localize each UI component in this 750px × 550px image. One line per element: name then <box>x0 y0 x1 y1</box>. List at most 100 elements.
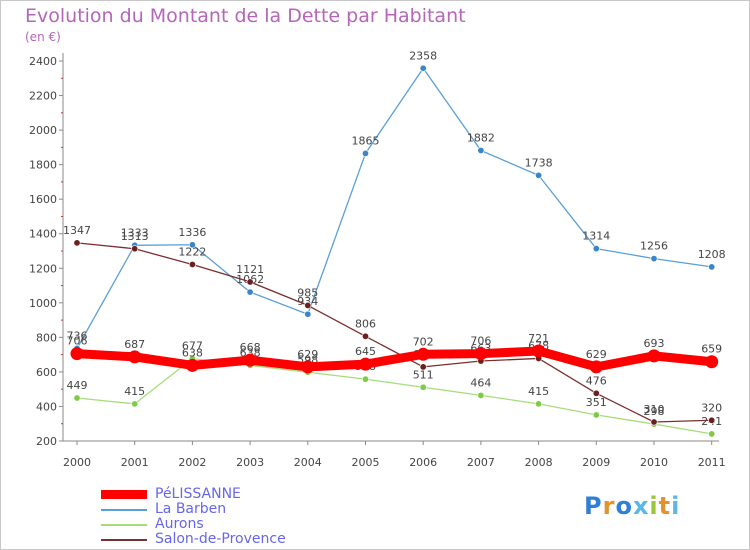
data-point <box>592 389 600 397</box>
data-point <box>705 355 719 369</box>
data-label: 449 <box>67 379 88 392</box>
data-label: 1314 <box>582 230 610 243</box>
data-point <box>304 310 312 318</box>
y-tick-label: 1600 <box>29 193 57 206</box>
chart-unit: (en €) <box>25 30 61 44</box>
data-label: 638 <box>182 346 203 359</box>
data-label: 415 <box>124 385 145 398</box>
data-label: 677 <box>182 340 203 353</box>
data-label: 934 <box>297 295 318 308</box>
data-label: 415 <box>528 385 549 398</box>
legend-swatch <box>101 509 147 511</box>
x-tick-label: 2004 <box>294 456 322 469</box>
data-point <box>477 146 485 154</box>
x-tick-label: 2006 <box>409 456 437 469</box>
data-label: 1347 <box>63 224 91 237</box>
data-label: 298 <box>644 405 665 418</box>
data-point <box>131 245 139 253</box>
data-point <box>246 288 254 296</box>
data-label: 1882 <box>467 131 495 144</box>
data-point <box>708 416 716 424</box>
data-label: 1208 <box>698 248 726 261</box>
data-label: 706 <box>67 335 88 348</box>
data-label: 1333 <box>121 226 149 239</box>
series-line <box>76 357 713 435</box>
data-point <box>650 418 658 426</box>
chart-title: Evolution du Montant de la Dette par Hab… <box>25 5 466 27</box>
data-point <box>592 411 600 419</box>
y-tick-label: 400 <box>36 400 57 413</box>
legend-swatch <box>101 524 147 526</box>
y-tick-label: 1000 <box>29 297 57 310</box>
data-point <box>185 358 199 372</box>
data-point <box>128 350 142 364</box>
data-label: 351 <box>586 396 607 409</box>
data-label: 629 <box>586 348 607 361</box>
data-point <box>188 241 196 249</box>
data-label: 1222 <box>178 245 206 258</box>
data-point <box>647 349 661 363</box>
data-label: 668 <box>240 341 261 354</box>
data-point <box>474 347 488 361</box>
data-point <box>301 360 315 374</box>
y-tick-label: 200 <box>36 435 57 448</box>
data-point <box>131 400 139 408</box>
data-label: 629 <box>297 348 318 361</box>
data-label: 645 <box>355 345 376 358</box>
data-point <box>592 245 600 253</box>
x-tick-label: 2009 <box>582 456 610 469</box>
data-label: 310 <box>644 403 665 416</box>
data-label: 464 <box>470 376 491 389</box>
data-point <box>708 263 716 271</box>
x-tick-label: 2003 <box>236 456 264 469</box>
x-tick-label: 2002 <box>178 456 206 469</box>
data-label: 721 <box>528 332 549 345</box>
proxiti-logo: Proxiti <box>584 492 680 520</box>
data-point <box>70 347 84 361</box>
logo-letter: i <box>649 492 659 520</box>
data-label: 1865 <box>352 134 380 147</box>
y-tick-label: 1800 <box>29 159 57 172</box>
data-label: 659 <box>701 343 722 356</box>
data-label: 736 <box>67 329 88 342</box>
data-label: 1313 <box>121 230 149 243</box>
logo-letter: t <box>658 492 672 520</box>
legend-swatch <box>101 490 147 499</box>
data-point <box>532 344 546 358</box>
data-label: 693 <box>644 337 665 350</box>
data-label: 511 <box>413 368 434 381</box>
legend-label: Salon-de-Provence <box>155 531 286 547</box>
data-point <box>246 278 254 286</box>
y-tick-label: 1400 <box>29 228 57 241</box>
data-label: 638 <box>240 346 261 359</box>
data-point <box>359 357 372 371</box>
data-point <box>361 375 369 383</box>
data-point <box>535 400 543 408</box>
data-label: 1336 <box>178 226 206 239</box>
logo-letter: r <box>602 492 616 520</box>
logo-letter: i <box>671 492 681 520</box>
x-tick-label: 2005 <box>352 456 380 469</box>
data-point <box>416 347 430 361</box>
data-point <box>708 430 716 438</box>
data-label: 702 <box>413 335 434 348</box>
data-point <box>361 149 369 157</box>
y-tick-label: 2400 <box>29 55 57 68</box>
x-tick-label: 2008 <box>525 456 553 469</box>
legend-label: La Barben <box>155 501 227 517</box>
data-point <box>188 260 196 268</box>
y-tick-label: 600 <box>36 366 57 379</box>
data-point <box>477 391 485 399</box>
data-label: 985 <box>297 286 318 299</box>
data-label: 687 <box>124 338 145 351</box>
data-point <box>304 301 312 309</box>
x-tick-label: 2000 <box>63 456 91 469</box>
x-tick-label: 2007 <box>467 456 495 469</box>
x-tick-label: 2001 <box>121 456 149 469</box>
data-label: 476 <box>586 374 607 387</box>
series-line <box>72 346 717 372</box>
x-tick-label: 2011 <box>698 456 726 469</box>
data-label: 320 <box>701 401 722 414</box>
